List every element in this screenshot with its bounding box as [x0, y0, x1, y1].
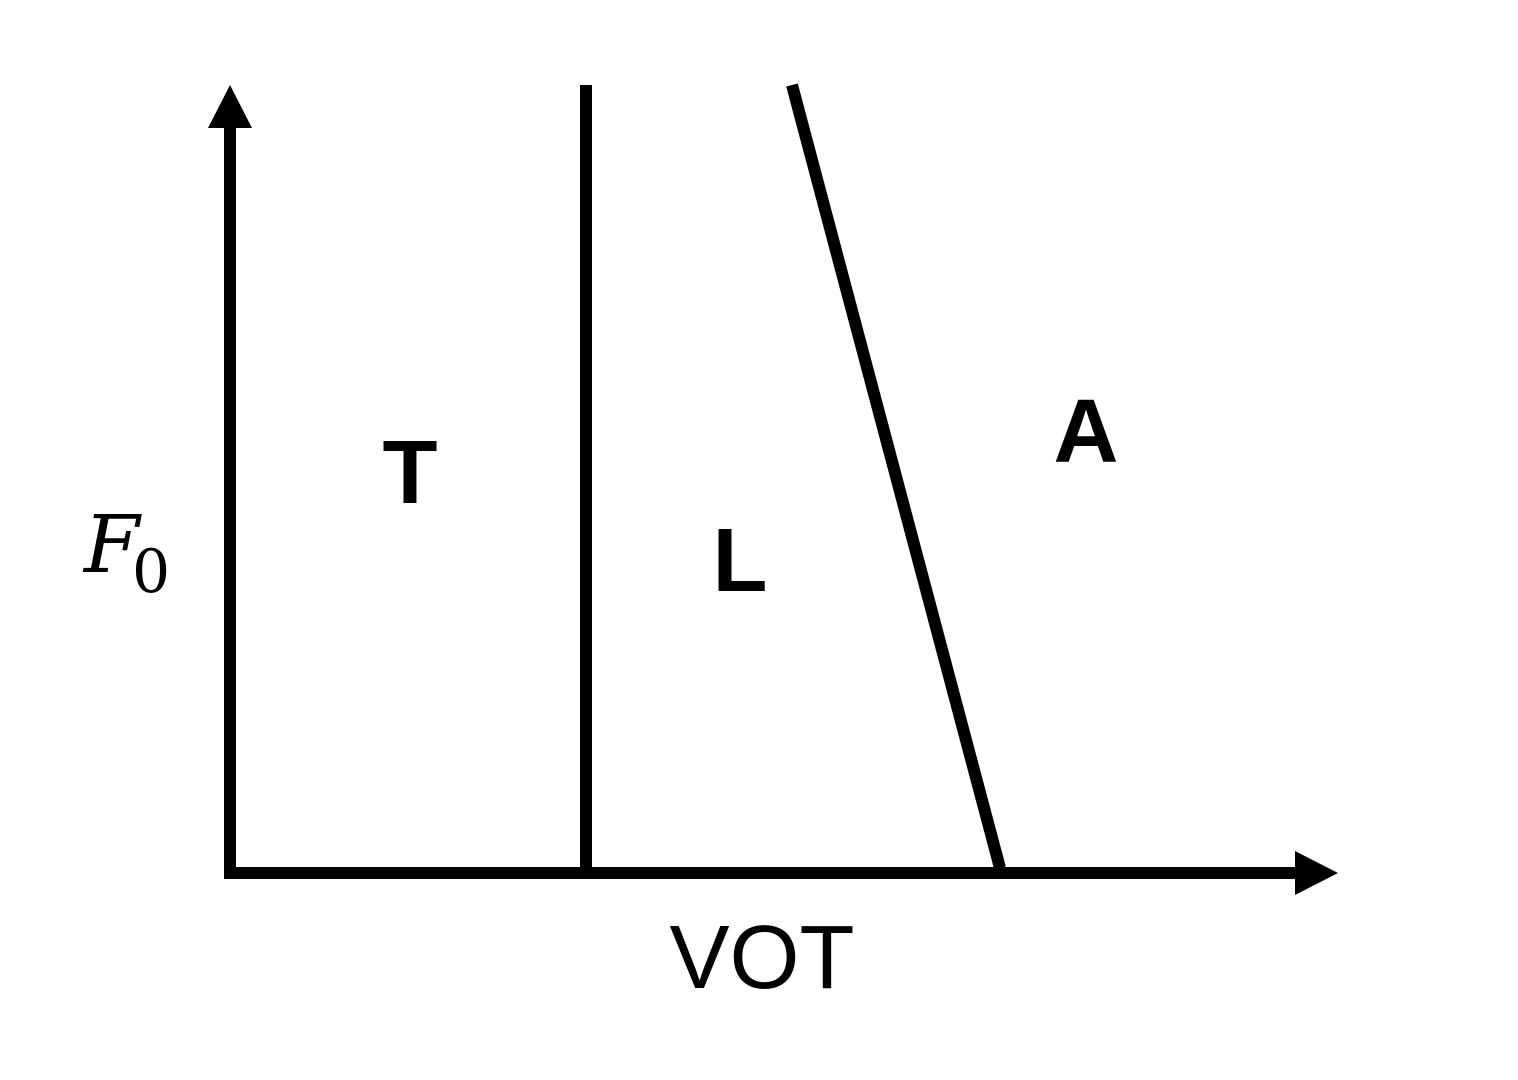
x-axis-label: VOT: [669, 908, 854, 1008]
boundary-l-a: [786, 83, 1006, 870]
region-label-t: T: [383, 423, 438, 523]
region-label-l: L: [713, 511, 768, 611]
y-axis-label-subscript: 0: [132, 537, 170, 607]
y-axis-arrowhead: [208, 85, 252, 128]
region-label-a: A: [1054, 382, 1119, 482]
y-axis-label: F 0: [82, 498, 170, 607]
x-axis-arrowhead: [1295, 851, 1338, 895]
y-axis-label-main: F: [82, 498, 142, 591]
